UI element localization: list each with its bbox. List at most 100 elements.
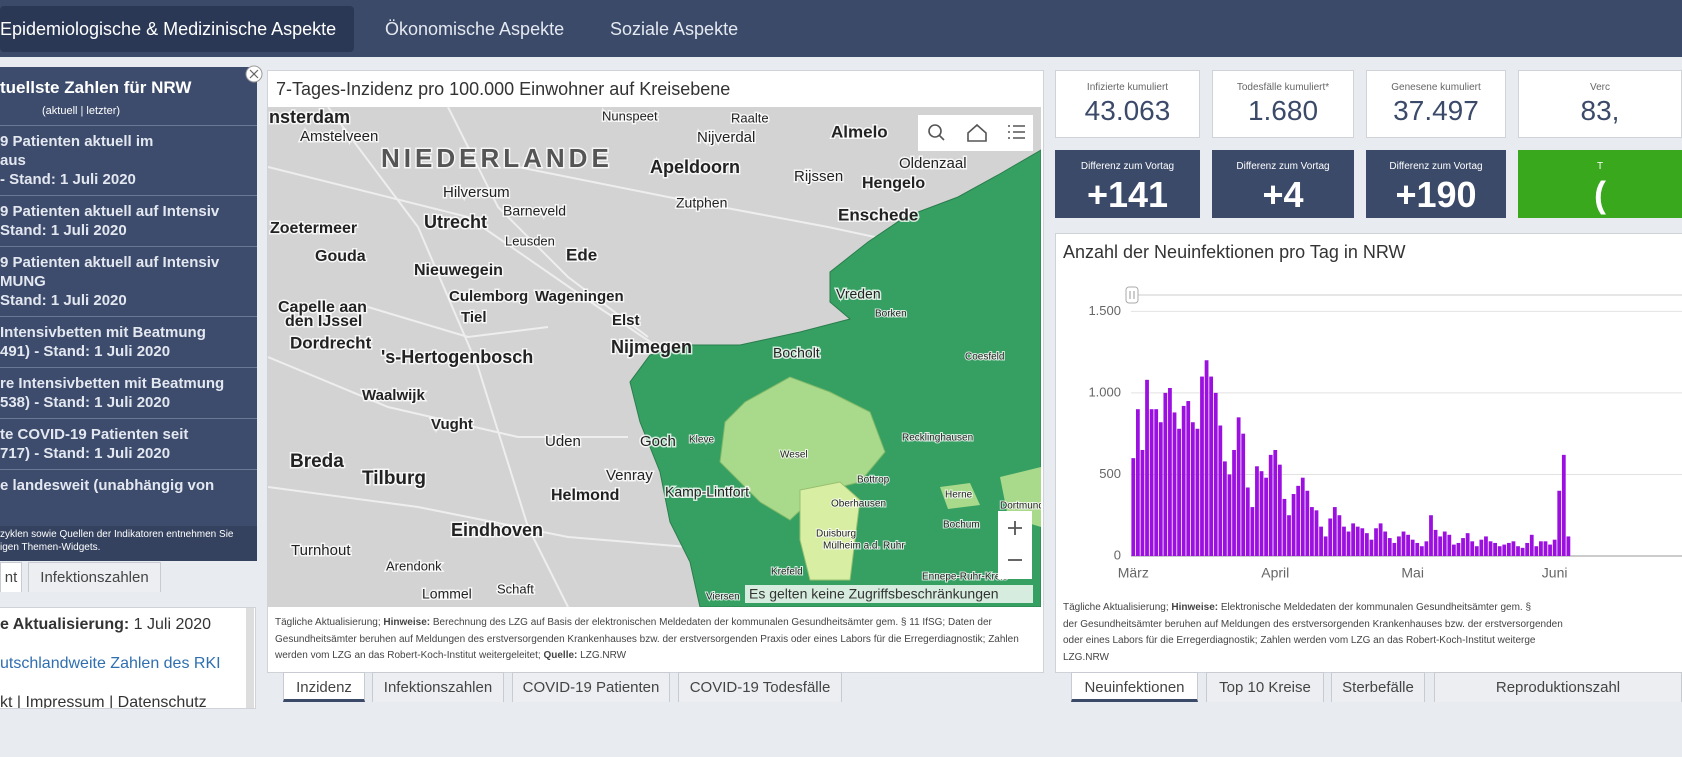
nav-tab[interactable]: Ökonomische Aspekte <box>385 19 565 39</box>
place-label: Uden <box>545 433 581 450</box>
tab[interactable]: Top 10 Kreise <box>1206 672 1324 702</box>
place-label: 's-Hertogenbosch <box>381 347 533 367</box>
zoom-in[interactable] <box>1008 521 1022 535</box>
bar <box>1493 542 1497 556</box>
place-label: Ede <box>566 245 597 264</box>
update-date: 1 Juli 2020 <box>133 616 212 633</box>
bar <box>1438 536 1443 556</box>
attribution: Es gelten keine Zugriffsbeschränkungen <box>749 586 999 602</box>
kpi-diff-card: Differenz zum Vortag +190 <box>1366 150 1506 218</box>
bar <box>1479 539 1484 556</box>
bar <box>1190 422 1195 556</box>
bar <box>1484 536 1488 556</box>
bar <box>1310 507 1314 556</box>
bar <box>1452 544 1456 556</box>
slider-grip <box>1129 291 1135 299</box>
place-label: Lommel <box>422 586 472 602</box>
bar <box>1502 544 1507 556</box>
place-label: Nieuwegein <box>414 262 503 279</box>
bar <box>1516 546 1520 556</box>
indicator[interactable]: 9 Patienten aktuell im aus - Stand: 1 Juli… <box>0 125 257 195</box>
place-label: Ennepe-Ruhr-Kreis <box>922 572 1008 583</box>
bar <box>1177 428 1181 556</box>
map-toolbar <box>918 115 1033 151</box>
y-tick-label: 0 <box>1114 547 1121 562</box>
tab[interactable]: Sterbefälle <box>1331 672 1425 702</box>
rki-link[interactable]: utschlandweite Zahlen des RKI <box>0 655 221 672</box>
indicator-line: te COVID-19 Patienten seit <box>0 426 189 443</box>
footer-links[interactable]: kt | Impressum | Datenschutz <box>0 694 207 709</box>
home-button[interactable] <box>967 123 987 142</box>
bar <box>1497 546 1502 556</box>
bar <box>1529 534 1534 556</box>
bar <box>1245 487 1250 556</box>
search-button[interactable] <box>928 124 942 138</box>
indicator-line: 538) - Stand: 1 Juli 2020 <box>0 394 171 411</box>
bar <box>1296 485 1301 556</box>
bar <box>1287 515 1291 556</box>
legend-button[interactable] <box>1008 125 1025 139</box>
bar <box>1511 541 1516 556</box>
place-label: Goch <box>640 433 676 450</box>
place-label: Borken <box>875 309 907 320</box>
indicator[interactable]: 9 Patienten aktuell auf Intensiv Stand: 1… <box>0 195 257 246</box>
place-label: Coesfeld <box>965 352 1004 363</box>
note-label: Hinweise: <box>1171 602 1219 613</box>
place-label: Leusden <box>505 233 555 248</box>
scrollbar[interactable] <box>246 608 254 708</box>
kpi-label: Differenz zum Vortag <box>1236 161 1330 172</box>
tab[interactable]: COVID-19 Todesfälle <box>678 672 842 702</box>
bar <box>1282 498 1287 556</box>
toolbar-bg <box>918 115 1033 151</box>
kpi-diff-card: Differenz zum Vortag +4 <box>1212 150 1354 218</box>
tab[interactable]: Reproduktionszahl <box>1434 672 1682 702</box>
expand-icon[interactable] <box>244 64 264 84</box>
tab[interactable]: Infektionszahlen <box>372 672 504 702</box>
indicator[interactable]: Intensivbetten mit Beatmung 491) - Stand:… <box>0 316 257 367</box>
tab[interactable]: COVID-19 Patienten <box>512 672 670 702</box>
place-label: Viersen <box>706 592 740 603</box>
nav-tab[interactable]: Epidemiologische & Medizinische Aspekte <box>0 6 355 52</box>
bar <box>1168 387 1172 556</box>
place-label: Herne <box>945 490 973 501</box>
bar <box>1369 539 1374 556</box>
kpi-value: 1.680 <box>1247 95 1319 126</box>
bar <box>1241 433 1246 556</box>
tab[interactable]: Neuinfektionen <box>1071 672 1198 702</box>
sidebar-note: zyklen sowie Quellen der Indikatoren ent… <box>0 526 257 561</box>
kpi-value: 37.497 <box>1393 95 1479 126</box>
indicator[interactable]: te COVID-19 Patienten seit 717) - Stand: … <box>0 418 257 469</box>
note-line: LZG.NRW <box>1063 651 1109 663</box>
indicator-line: - Stand: 1 Juli 2020 <box>0 171 136 188</box>
bar <box>1392 542 1397 556</box>
indicator[interactable]: e landesweit (unabhängig von <box>0 469 257 501</box>
slider-handle[interactable] <box>1125 286 1139 304</box>
district-area <box>799 481 861 581</box>
sidebar-tab[interactable]: nt <box>0 562 22 592</box>
district-area <box>629 149 1041 607</box>
bar <box>1323 536 1328 556</box>
toggle[interactable]: (aktuell | letzter) <box>42 105 121 117</box>
tab[interactable]: Inzidenz <box>283 672 365 702</box>
place-label: Helmond <box>551 487 619 504</box>
place-label: Bottrop <box>857 475 890 486</box>
indicator[interactable]: re Intensivbetten mit Beatmung 538) - Sta… <box>0 367 257 418</box>
bar <box>1374 528 1378 556</box>
indicator[interactable]: 9 Patienten aktuell auf Intensiv MUNG Stan… <box>0 246 257 316</box>
place-label: Capelle aan <box>278 299 367 316</box>
zoom-control <box>998 511 1032 579</box>
bar <box>1181 405 1186 556</box>
bar <box>1355 526 1360 556</box>
place-label: Mülheim a.d. Ruhr <box>823 541 905 552</box>
kpi-card: Infizierte kumuliert 43.063 <box>1055 70 1200 138</box>
nav-tab[interactable]: Soziale Aspekte <box>610 19 739 39</box>
bar-chart: 0 500 1.000 1.500 März April Mai Juni <box>1088 286 1682 581</box>
indicator-line: 491) - Stand: 1 Juli 2020 <box>0 343 171 360</box>
place-label: Breda <box>290 451 344 472</box>
bar <box>1140 449 1145 556</box>
place-label: Nijmegen <box>611 337 692 357</box>
note-text: Elektronische Meldedaten der kommunalen … <box>1218 602 1532 613</box>
bar <box>1273 449 1278 556</box>
sidebar-tab[interactable]: Infektionszahlen <box>28 562 161 592</box>
